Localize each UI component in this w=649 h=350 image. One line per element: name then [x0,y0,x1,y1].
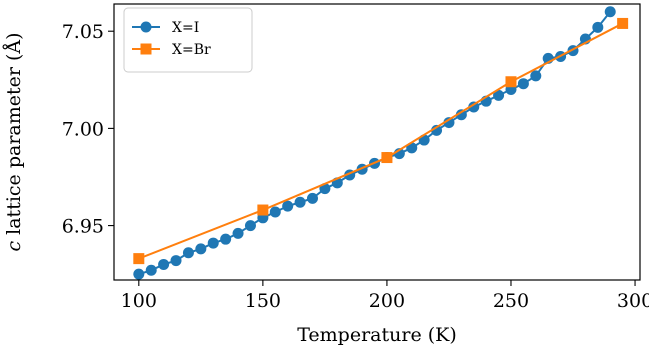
legend-entry-1-label: X=I [172,20,199,36]
series-1-point-marker [269,206,281,218]
x-tick-label: 100 [121,290,157,312]
series-1-point-marker [443,117,455,129]
x-tick-label: 250 [493,290,529,312]
series-1-point-marker [282,200,294,212]
series-1-point-marker [306,192,318,204]
series-1-point-marker [158,258,170,270]
x-tick-label: 200 [369,290,405,312]
series-1-point-marker [220,233,232,245]
series-1-point-marker [182,247,194,259]
series-1-point-marker [517,78,529,90]
series-1-point-marker [468,101,480,113]
series-2-point-marker [257,204,269,216]
series-1-point-marker [455,109,467,121]
y-axis-label-variable: c [3,241,25,252]
series-2-point-marker [133,253,145,265]
series-1-point-marker [207,237,219,249]
series-2-point-marker [381,152,393,164]
series-2-point-marker [505,76,517,88]
series-1-point-marker [195,243,207,255]
series-1-point-marker [604,6,616,18]
legend-entry-1-marker [140,21,152,33]
legend-entry-1: X=I [132,20,199,36]
legend-entry-2-marker [140,43,152,55]
y-tick-label: 6.95 [62,216,104,238]
series-1-point-marker [170,255,182,267]
series-1-point-marker [493,89,505,101]
y-axis-label: c lattice parameter (Å) [3,32,25,251]
series-1-point-marker [431,124,443,136]
plot-marks [133,6,629,280]
series-1-point-marker [145,264,157,276]
x-tick-label: 150 [245,290,281,312]
series-1-point-marker [592,21,604,33]
x-tick-label: 300 [617,290,649,312]
series-2-group [133,17,629,265]
legend-entry-2: X=Br [132,42,211,58]
series-1-point-marker [232,227,244,239]
series-1-point-marker [294,196,306,208]
axes-frame [113,3,641,281]
series-2-point-marker [617,17,629,29]
series-1-point-marker [133,268,145,280]
series-1-point-marker [530,70,542,82]
x-axis-label: Temperature (K) [297,324,457,346]
y-tick-label: 7.05 [62,21,104,43]
y-axis-label-text: lattice parameter (Å) [3,32,25,240]
axis-ticks: 100 150 200 250 300 6.95 7.00 7.05 [62,21,649,312]
legend-entry-2-label: X=Br [172,42,211,58]
y-tick-label: 7.00 [62,118,104,140]
legend: X=I X=Br [123,7,253,73]
series-1-point-marker [244,220,256,232]
legend-frame [123,7,253,73]
